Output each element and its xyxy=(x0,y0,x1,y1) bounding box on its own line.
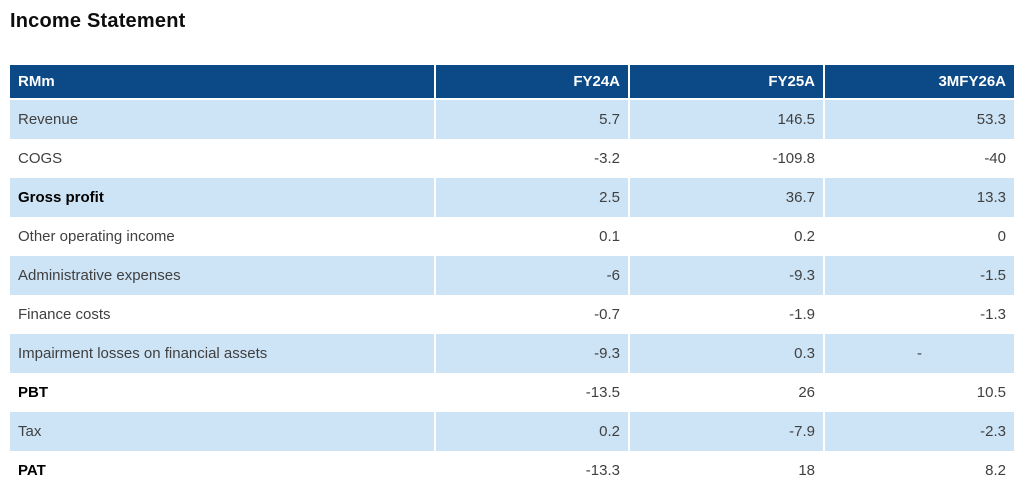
cell-value: 146.5 xyxy=(628,100,823,139)
cell-value: -13.3 xyxy=(434,451,628,490)
cell-value: -0.7 xyxy=(434,295,628,334)
cell-value: 0.2 xyxy=(628,217,823,256)
row-label: Revenue xyxy=(10,100,434,139)
cell-value: 8.2 xyxy=(823,451,1014,490)
table-row: PAT -13.3 18 8.2 xyxy=(10,451,1014,490)
cell-value: -2.3 xyxy=(823,412,1014,451)
cell-value: 10.5 xyxy=(823,373,1014,412)
cell-value: 0.2 xyxy=(434,412,628,451)
cell-value: 53.3 xyxy=(823,100,1014,139)
cell-value: 0 xyxy=(823,217,1014,256)
cell-value: 5.7 xyxy=(434,100,628,139)
cell-value: 18 xyxy=(628,451,823,490)
row-label: Other operating income xyxy=(10,217,434,256)
table-row: Other operating income 0.1 0.2 0 xyxy=(10,217,1014,256)
cell-value: -1.3 xyxy=(823,295,1014,334)
cell-value: -1.5 xyxy=(823,256,1014,295)
cell-value: -9.3 xyxy=(628,256,823,295)
row-label: PBT xyxy=(10,373,434,412)
cell-value: -7.9 xyxy=(628,412,823,451)
row-label: Finance costs xyxy=(10,295,434,334)
cell-value: -3.2 xyxy=(434,139,628,178)
table-row: Finance costs -0.7 -1.9 -1.3 xyxy=(10,295,1014,334)
cell-value: 0.1 xyxy=(434,217,628,256)
table-row: COGS -3.2 -109.8 -40 xyxy=(10,139,1014,178)
cell-value: -13.5 xyxy=(434,373,628,412)
table-header: RMm FY24A FY25A 3MFY26A xyxy=(10,65,1014,100)
table-row: Impairment losses on financial assets -9.… xyxy=(10,334,1014,373)
cell-value: 36.7 xyxy=(628,178,823,217)
table-row: Administrative expenses -6 -9.3 -1.5 xyxy=(10,256,1014,295)
row-label: Gross profit xyxy=(10,178,434,217)
table-row: Revenue 5.7 146.5 53.3 xyxy=(10,100,1014,139)
row-label: Administrative expenses xyxy=(10,256,434,295)
cell-value: 13.3 xyxy=(823,178,1014,217)
header-row: RMm FY24A FY25A 3MFY26A xyxy=(10,65,1014,100)
cell-value: 2.5 xyxy=(434,178,628,217)
cell-value: -109.8 xyxy=(628,139,823,178)
cell-value: -9.3 xyxy=(434,334,628,373)
table-row: Tax 0.2 -7.9 -2.3 xyxy=(10,412,1014,451)
column-header: FY24A xyxy=(434,65,628,100)
cell-value: -6 xyxy=(434,256,628,295)
column-header: 3MFY26A xyxy=(823,65,1014,100)
income-statement-table: RMm FY24A FY25A 3MFY26A Revenue 5.7 146.5 53.3… xyxy=(10,65,1014,490)
cell-value: -40 xyxy=(823,139,1014,178)
column-header: RMm xyxy=(10,65,434,100)
page-title: Income Statement xyxy=(10,10,186,32)
table-body: Revenue 5.7 146.5 53.3 COGS -3.2 -109.8 -40 Gros… xyxy=(10,100,1014,490)
table-row: PBT -13.5 26 10.5 xyxy=(10,373,1014,412)
row-label: COGS xyxy=(10,139,434,178)
cell-value: 0.3 xyxy=(628,334,823,373)
row-label: Tax xyxy=(10,412,434,451)
column-header: FY25A xyxy=(628,65,823,100)
cell-value: 26 xyxy=(628,373,823,412)
table-row: Gross profit 2.5 36.7 13.3 xyxy=(10,178,1014,217)
cell-value: - xyxy=(823,334,1014,373)
row-label: Impairment losses on financial assets xyxy=(10,334,434,373)
cell-value: -1.9 xyxy=(628,295,823,334)
row-label: PAT xyxy=(10,451,434,490)
